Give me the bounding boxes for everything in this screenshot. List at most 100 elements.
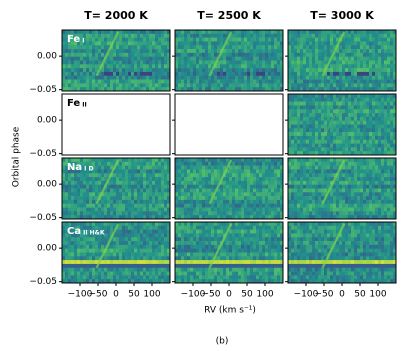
- heatmap-cell: [303, 38, 306, 42]
- heatmap-cell: [232, 189, 235, 193]
- heatmap-cell: [89, 41, 92, 45]
- heatmap-cell: [149, 57, 152, 61]
- heatmap-cell: [366, 38, 369, 42]
- heatmap-cell: [271, 80, 274, 84]
- heatmap-cell: [146, 185, 149, 189]
- heatmap-cell: [384, 105, 387, 109]
- heatmap-cell: [297, 41, 300, 45]
- heatmap-cell: [336, 211, 339, 215]
- heatmap-cell: [229, 80, 232, 84]
- heatmap-cell: [205, 53, 208, 57]
- heatmap-cell: [184, 166, 187, 170]
- heatmap-cell: [357, 109, 360, 113]
- heatmap-cell: [98, 181, 101, 185]
- heatmap-cell: [155, 211, 158, 215]
- heatmap-cell: [161, 208, 164, 212]
- heatmap-cell: [375, 94, 378, 98]
- heatmap-cell: [336, 76, 339, 80]
- heatmap-cell: [65, 80, 68, 84]
- heatmap-cell: [107, 256, 110, 260]
- heatmap-cell: [187, 208, 190, 212]
- heatmap-cell: [366, 105, 369, 109]
- heatmap-cell: [351, 166, 354, 170]
- heatmap-cell: [259, 162, 262, 166]
- heatmap-cell: [74, 57, 77, 61]
- heatmap-cell: [291, 125, 294, 129]
- heatmap-cell: [178, 237, 181, 241]
- heatmap-cell: [294, 80, 297, 84]
- heatmap-cell: [369, 53, 372, 57]
- heatmap-cell: [95, 275, 98, 279]
- heatmap-cell: [184, 30, 187, 34]
- heatmap-cell: [164, 275, 167, 279]
- heatmap-cell: [256, 241, 259, 245]
- heatmap-cell: [244, 208, 247, 212]
- heatmap-cell: [369, 105, 372, 109]
- heatmap-cell: [297, 30, 300, 34]
- heatmap-cell: [107, 272, 110, 276]
- heatmap-cell: [71, 177, 74, 181]
- heatmap-cell: [95, 53, 98, 57]
- heatmap-cell: [77, 245, 80, 249]
- heatmap-cell: [378, 49, 381, 53]
- heatmap-cell: [327, 80, 330, 84]
- heatmap-cell: [369, 76, 372, 80]
- heatmap-cell: [229, 166, 232, 170]
- heatmap-cell: [152, 158, 155, 162]
- heatmap-cell: [339, 113, 342, 117]
- heatmap-cell: [214, 72, 217, 76]
- heatmap-cell: [309, 173, 312, 177]
- heatmap-cell: [378, 41, 381, 45]
- heatmap-cell: [184, 222, 187, 226]
- heatmap-cell: [217, 169, 220, 173]
- heatmap-cell: [312, 200, 315, 204]
- heatmap-cell: [232, 230, 235, 234]
- heatmap-cell: [86, 208, 89, 212]
- heatmap-cell: [158, 45, 161, 49]
- heatmap-cell: [369, 38, 372, 42]
- heatmap-cell: [378, 109, 381, 113]
- heatmap-cell: [119, 226, 122, 230]
- heatmap-cell: [92, 264, 95, 268]
- heatmap-cell: [101, 268, 104, 272]
- heatmap-cell: [309, 140, 312, 144]
- heatmap-cell: [250, 41, 253, 45]
- heatmap-cell: [220, 211, 223, 215]
- heatmap-cell: [351, 68, 354, 72]
- heatmap-cell: [387, 204, 390, 208]
- heatmap-cell: [265, 72, 268, 76]
- heatmap-cell: [265, 83, 268, 87]
- heatmap-cell: [184, 241, 187, 245]
- heatmap-cell: [199, 245, 202, 249]
- heatmap-cell: [128, 208, 131, 212]
- heatmap-cell: [238, 185, 241, 189]
- heatmap-cell: [184, 185, 187, 189]
- heatmap-cell: [71, 249, 74, 253]
- heatmap-cell: [229, 237, 232, 241]
- heatmap-cell: [306, 68, 309, 72]
- heatmap-cell: [152, 45, 155, 49]
- heatmap-cell: [238, 76, 241, 80]
- heatmap-cell: [101, 45, 104, 49]
- heatmap-cell: [381, 211, 384, 215]
- heatmap-cell: [232, 68, 235, 72]
- heatmap-cell: [315, 200, 318, 204]
- heatmap-cell: [268, 211, 271, 215]
- heatmap-cell: [190, 38, 193, 42]
- heatmap-cell: [303, 173, 306, 177]
- heatmap-cell: [351, 208, 354, 212]
- heatmap-cell: [265, 204, 268, 208]
- heatmap-cell: [291, 140, 294, 144]
- heatmap-cell: [387, 200, 390, 204]
- heatmap-cell: [312, 53, 315, 57]
- heatmap-cell: [381, 144, 384, 148]
- heatmap-cell: [107, 64, 110, 68]
- heatmap-cell: [324, 169, 327, 173]
- heatmap-cell: [196, 226, 199, 230]
- heatmap-cell: [247, 245, 250, 249]
- heatmap-cell: [327, 169, 330, 173]
- heatmap-cell: [360, 49, 363, 53]
- heatmap-cell: [83, 192, 86, 196]
- heatmap-cell: [214, 237, 217, 241]
- heatmap-cell: [214, 222, 217, 226]
